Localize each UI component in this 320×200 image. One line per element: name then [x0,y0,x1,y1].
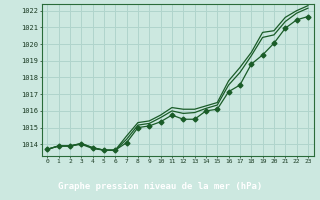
Text: Graphe pression niveau de la mer (hPa): Graphe pression niveau de la mer (hPa) [58,182,262,191]
